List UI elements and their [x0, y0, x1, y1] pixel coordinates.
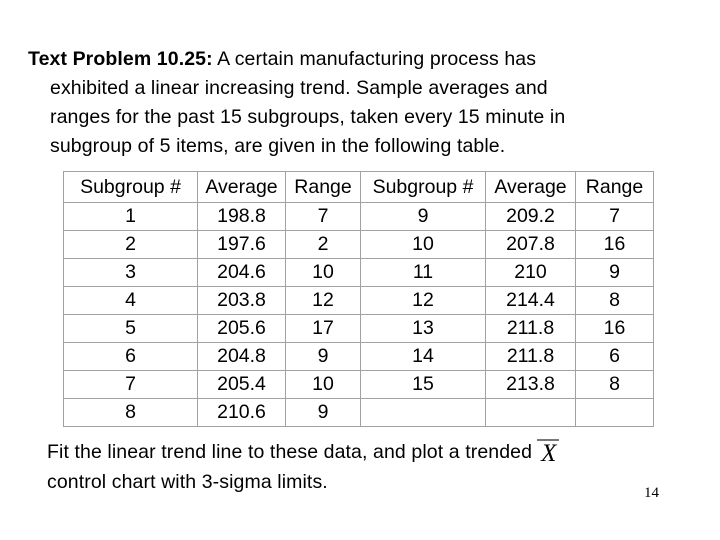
table-cell: 16	[575, 230, 654, 259]
problem-text-line2: exhibited a linear increasing trend. Sam…	[50, 77, 548, 99]
table-cell: 205.6	[197, 314, 286, 343]
table-row: 3 204.6 10 11 210 9	[63, 258, 654, 287]
footer-text-line2: control chart with 3-sigma limits.	[47, 471, 328, 493]
table-header-cell: Subgroup #	[360, 171, 486, 203]
table-cell: 7	[575, 202, 654, 231]
table-cell: 5	[63, 314, 198, 343]
table-cell: 209.2	[485, 202, 576, 231]
table-cell: 204.6	[197, 258, 286, 287]
table-cell: 7	[63, 370, 198, 399]
table-cell: 203.8	[197, 286, 286, 315]
footer-text-line1: Fit the linear trend line to these data,…	[47, 441, 533, 463]
table-cell: 8	[575, 286, 654, 315]
problem-number-label: Text Problem 10.25:	[28, 48, 213, 70]
table-cell: 9	[285, 342, 361, 371]
table-row: 4 203.8 12 12 214.4 8	[63, 286, 654, 315]
footer-instruction: Fit the linear trend line to these data,…	[47, 437, 707, 497]
problem-text-line3: ranges for the past 15 subgroups, taken …	[50, 106, 566, 128]
table-row: 7 205.4 10 15 213.8 8	[63, 370, 654, 399]
table-cell: 10	[285, 370, 361, 399]
problem-text-line1: A certain manufacturing process has	[212, 48, 537, 70]
table-cell: 11	[360, 258, 486, 287]
table-cell: 211.8	[485, 314, 576, 343]
table-cell: 15	[360, 370, 486, 399]
table-row: 5 205.6 17 13 211.8 16	[63, 314, 654, 343]
table-cell: 204.8	[197, 342, 286, 371]
table-header-cell: Average	[197, 171, 286, 203]
table-cell: 210	[485, 258, 576, 287]
table-row: 2 197.6 2 10 207.8 16	[63, 230, 654, 259]
table-row: 6 204.8 9 14 211.8 6	[63, 342, 654, 371]
table-header-cell: Range	[285, 171, 361, 203]
table-cell: 12	[285, 286, 361, 315]
table-header-cell: Average	[485, 171, 576, 203]
table-cell: 16	[575, 314, 654, 343]
table-row: 8 210.6 9	[63, 398, 654, 427]
table-header-cell: Subgroup #	[63, 171, 198, 203]
table-cell: 6	[575, 342, 654, 371]
table-cell: 12	[360, 286, 486, 315]
table-body: 1 198.8 7 9 209.2 7 2 197.6 2 10 207.8 16 3 204.6 10 11…	[63, 202, 654, 427]
table-cell: 17	[285, 314, 361, 343]
table-cell: 6	[63, 342, 198, 371]
table-cell: 7	[285, 202, 361, 231]
table-cell: 3	[63, 258, 198, 287]
table-header-row: Subgroup # Average Range Subgroup # Average R…	[63, 171, 654, 203]
table-cell: 213.8	[485, 370, 576, 399]
table-cell: 14	[360, 342, 486, 371]
table-cell: 9	[360, 202, 486, 231]
table-cell: 205.4	[197, 370, 286, 399]
table-header: Subgroup # Average Range Subgroup # Average R…	[63, 171, 654, 203]
table-cell: 10	[360, 230, 486, 259]
table-header-cell: Range	[575, 171, 654, 203]
problem-statement: Text Problem 10.25: A certain manufactur…	[28, 45, 706, 161]
table-cell: 210.6	[197, 398, 286, 427]
table-cell: 2	[63, 230, 198, 259]
table-cell: 4	[63, 286, 198, 315]
table-cell: 198.8	[197, 202, 286, 231]
table-cell: 1	[63, 202, 198, 231]
table-cell	[485, 398, 576, 427]
page-number: 14	[644, 485, 659, 501]
table-cell: 8	[63, 398, 198, 427]
table-cell: 9	[285, 398, 361, 427]
table-cell: 197.6	[197, 230, 286, 259]
table-cell	[360, 398, 486, 427]
xbar-symbol: X	[537, 439, 560, 466]
data-table: Subgroup # Average Range Subgroup # Average R…	[63, 171, 654, 427]
table-cell: 211.8	[485, 342, 576, 371]
footer-line1: Fit the linear trend line to these data,…	[47, 437, 707, 467]
table-cell: 13	[360, 314, 486, 343]
problem-statement-line1: Text Problem 10.25: A certain manufactur…	[28, 45, 706, 74]
table-cell	[575, 398, 654, 427]
table-cell: 207.8	[485, 230, 576, 259]
table-cell: 214.4	[485, 286, 576, 315]
table-row: 1 198.8 7 9 209.2 7	[63, 202, 654, 231]
table-cell: 9	[575, 258, 654, 287]
table-cell: 10	[285, 258, 361, 287]
table-cell: 8	[575, 370, 654, 399]
table-cell: 2	[285, 230, 361, 259]
problem-text-line4: subgroup of 5 items, are given in the fo…	[50, 135, 506, 157]
